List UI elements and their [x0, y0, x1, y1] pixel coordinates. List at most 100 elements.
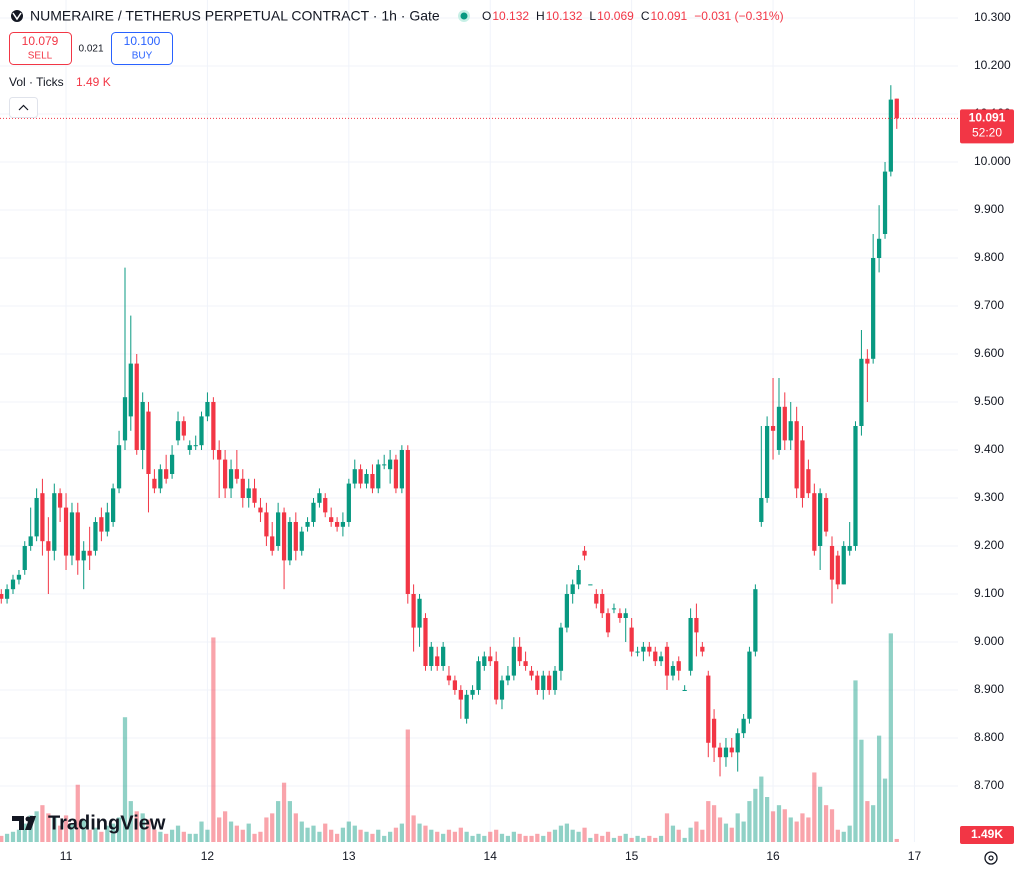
- ohlc-legend: O 10.132 H 10.132 L 10.069 C 10.091 −0.031 (−0.3…: [482, 9, 784, 23]
- volume-bar: [470, 835, 475, 842]
- volume-bar: [217, 817, 222, 842]
- volume-bar: [299, 821, 304, 842]
- settings-icon[interactable]: [988, 855, 994, 861]
- volume-bar: [753, 788, 758, 842]
- candle-body: [0, 593, 4, 599]
- candle-body: [658, 656, 664, 662]
- volume-bar: [34, 811, 39, 842]
- last-price-marker: [960, 109, 1014, 144]
- y-tick-label: 9.500: [974, 394, 1004, 408]
- candle-body: [770, 425, 776, 431]
- candle-body: [270, 536, 275, 551]
- candle-body: [582, 550, 587, 556]
- y-tick-label: 10.200: [974, 58, 1011, 72]
- legend-value: 10.069: [597, 9, 634, 23]
- candle-body: [894, 98, 899, 119]
- candle-body: [446, 675, 452, 681]
- volume-bar: [270, 813, 275, 842]
- volume-bar: [382, 835, 387, 842]
- symbol-icon: [11, 10, 23, 22]
- buy-price[interactable]: 10.100: [124, 34, 161, 48]
- volume-bar: [87, 829, 92, 842]
- volume-bar: [617, 835, 623, 842]
- volume-bar: [882, 778, 888, 842]
- volume-bar: [823, 805, 829, 842]
- settings-button[interactable]: [984, 851, 998, 865]
- candle-body: [676, 661, 681, 671]
- volume-bar: [888, 633, 893, 842]
- y-tick-label: 10.300: [974, 10, 1011, 24]
- collapse-button[interactable]: [9, 97, 38, 118]
- candle-body: [529, 670, 534, 676]
- volume-bar: [688, 827, 693, 842]
- candle-body: [164, 469, 169, 479]
- volume-bar: [22, 823, 27, 842]
- candle-body: [81, 550, 86, 561]
- volume-bar: [205, 829, 210, 842]
- volume-bar: [517, 833, 522, 842]
- candle-body: [605, 613, 611, 633]
- volume-bar: [152, 829, 157, 842]
- legend-change: −0.031 (−0.31%): [694, 9, 783, 23]
- candle-body: [871, 257, 876, 359]
- candle-body: [541, 675, 546, 690]
- volume-bar: [541, 835, 546, 842]
- candle-body: [600, 593, 605, 614]
- candle-body: [169, 454, 175, 474]
- volume-bar: [841, 831, 846, 842]
- volume-bar: [234, 825, 239, 842]
- buy-label[interactable]: BUY: [132, 51, 153, 62]
- volume-bar: [511, 831, 516, 842]
- volume-bar: [818, 786, 823, 842]
- candle-body: [706, 675, 711, 743]
- candle-body: [234, 469, 239, 479]
- grid: [0, 0, 958, 842]
- candle-body: [888, 99, 893, 172]
- candle-body: [258, 507, 263, 513]
- axes: 10.300 10.200 10.100 10.000 9.900 9.800 9.700 9…: [60, 10, 1014, 863]
- volume-bar: [134, 811, 139, 842]
- candle-body: [140, 401, 145, 450]
- candle-body: [346, 483, 351, 522]
- volume-bar: [329, 829, 334, 842]
- candle-body: [40, 493, 45, 542]
- candle-body: [711, 718, 717, 748]
- volume-bar: [794, 821, 799, 842]
- candle-body: [700, 646, 705, 652]
- y-tick-label: 9.900: [974, 202, 1004, 216]
- candle-body: [670, 665, 676, 676]
- volume-bar: [122, 717, 128, 842]
- buy-button[interactable]: [111, 32, 173, 65]
- volume-bar: [311, 825, 316, 842]
- candle-body: [747, 651, 752, 719]
- volume-bar: [175, 825, 181, 842]
- candle-body: [882, 171, 888, 234]
- volume-bar: [99, 831, 104, 842]
- collapse-icon[interactable]: [18, 104, 29, 111]
- sell-price[interactable]: 10.079: [22, 34, 59, 48]
- volume-bar: [429, 829, 434, 842]
- sell-label[interactable]: SELL: [28, 51, 53, 62]
- candle-body: [63, 507, 69, 556]
- candle-body: [323, 497, 328, 513]
- volume-bar: [4, 833, 10, 842]
- volume-bar: [181, 831, 186, 842]
- y-tick-label: 10.000: [974, 154, 1011, 168]
- candle-body: [423, 617, 428, 666]
- volume-bar: [252, 833, 257, 842]
- candle-body: [818, 493, 823, 546]
- volume-bar: [759, 776, 764, 842]
- volume-bar: [287, 801, 292, 842]
- y-tick-label: 9.300: [974, 490, 1004, 504]
- sell-button[interactable]: [9, 32, 72, 65]
- x-tick-label: 16: [766, 849, 780, 863]
- candle-body: [523, 661, 528, 666]
- candle-body: [252, 488, 257, 503]
- volume-bar: [116, 817, 122, 842]
- volume-bar: [782, 809, 787, 842]
- volume-bar: [894, 838, 899, 842]
- candle-body: [647, 646, 652, 652]
- candle-body: [664, 646, 670, 676]
- volume-bar: [770, 811, 776, 842]
